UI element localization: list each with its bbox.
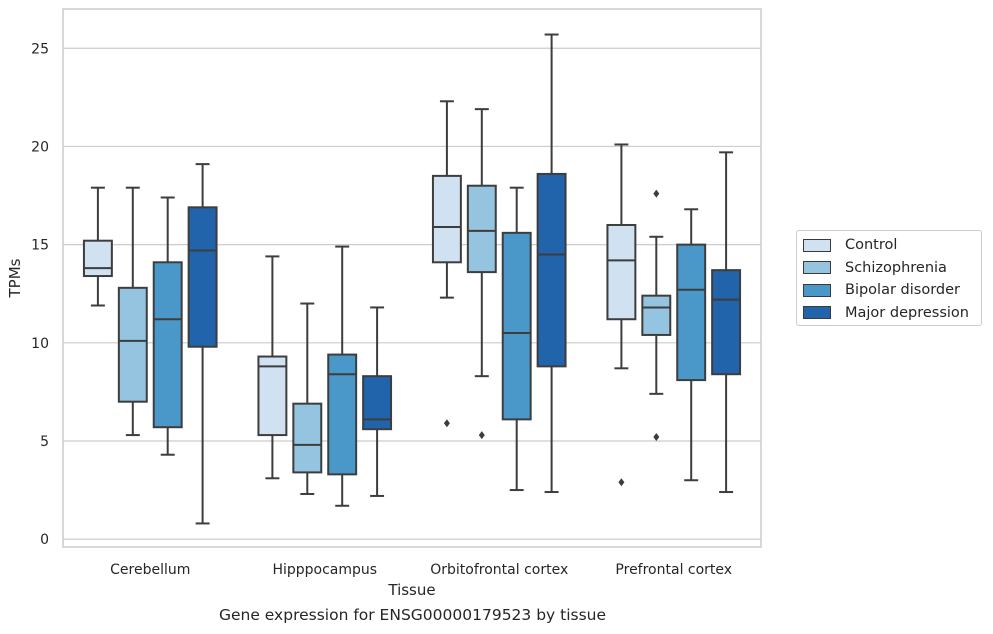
outlier-marker bbox=[443, 419, 450, 428]
legend-label: Major depression bbox=[845, 304, 969, 321]
box-body bbox=[152, 261, 183, 429]
legend-item-major-depression: Major depression bbox=[803, 302, 981, 325]
box-schizophrenia bbox=[292, 302, 323, 495]
y-tick-label: 25 bbox=[31, 41, 49, 57]
box-body bbox=[501, 231, 532, 421]
outlier-marker bbox=[653, 189, 660, 198]
outlier-marker bbox=[618, 478, 625, 487]
legend-swatch bbox=[803, 283, 831, 297]
box-body bbox=[431, 174, 462, 264]
box-body bbox=[82, 239, 113, 278]
box-bipolar-disorder bbox=[676, 208, 707, 482]
legend: Control Schizophrenia Bipolar disorder M… bbox=[796, 230, 982, 326]
box-body bbox=[187, 206, 218, 348]
x-axis-label: Tissue bbox=[387, 581, 435, 599]
legend-label: Schizophrenia bbox=[845, 259, 947, 276]
box-major-depression bbox=[536, 33, 567, 494]
legend-swatch bbox=[803, 261, 831, 275]
box-body bbox=[327, 353, 358, 476]
box-bipolar-disorder bbox=[501, 186, 532, 492]
legend-label: Control bbox=[845, 237, 898, 254]
y-tick-label: 0 bbox=[40, 532, 49, 548]
legend-item-schizophrenia: Schizophrenia bbox=[803, 257, 981, 280]
box-body bbox=[641, 294, 672, 336]
x-tick-label: Cerebellum bbox=[110, 562, 190, 578]
y-tick-label: 10 bbox=[31, 336, 49, 352]
legend-label: Bipolar disorder bbox=[845, 282, 960, 299]
box-body bbox=[292, 402, 323, 474]
box-major-depression bbox=[711, 151, 742, 494]
box-body bbox=[362, 375, 393, 431]
legend-swatch bbox=[803, 238, 831, 252]
x-tick-label: Prefrontal cortex bbox=[615, 562, 732, 578]
legend-item-bipolar-disorder: Bipolar disorder bbox=[803, 279, 981, 302]
legend-swatch bbox=[803, 306, 831, 320]
box-schizophrenia bbox=[641, 189, 672, 442]
box-control bbox=[82, 186, 113, 307]
box-control bbox=[431, 100, 462, 428]
y-axis-label: TPMs bbox=[6, 258, 24, 298]
box-body bbox=[676, 243, 707, 382]
y-tick-labels: 0 5 10 15 20 25 bbox=[31, 41, 49, 548]
box-schizophrenia bbox=[466, 108, 497, 440]
box-body bbox=[606, 223, 637, 321]
x-tick-labels: Cerebellum Hipppocampus Orbitofrontal cort… bbox=[110, 562, 732, 578]
box-body bbox=[536, 172, 567, 368]
outlier-marker bbox=[478, 431, 485, 440]
y-tick-label: 5 bbox=[40, 434, 49, 450]
box-bipolar-disorder bbox=[327, 245, 358, 507]
y-tick-label: 20 bbox=[31, 139, 49, 155]
chart-caption: Gene expression for ENSG00000179523 by t… bbox=[218, 606, 607, 624]
boxes bbox=[82, 33, 742, 525]
box-body bbox=[466, 184, 497, 274]
box-bipolar-disorder bbox=[152, 196, 183, 456]
box-body bbox=[711, 269, 742, 376]
legend-item-control: Control bbox=[803, 234, 981, 257]
x-tick-label: Hipppocampus bbox=[272, 562, 377, 578]
box-schizophrenia bbox=[117, 186, 148, 437]
box-major-depression bbox=[187, 163, 218, 525]
box-body bbox=[117, 286, 148, 403]
box-body bbox=[257, 355, 288, 437]
box-major-depression bbox=[362, 306, 393, 497]
outlier-marker bbox=[653, 433, 660, 442]
y-tick-label: 15 bbox=[31, 238, 49, 254]
box-control bbox=[606, 143, 637, 487]
box-control bbox=[257, 255, 288, 480]
x-tick-label: Orbitofrontal cortex bbox=[430, 562, 568, 578]
